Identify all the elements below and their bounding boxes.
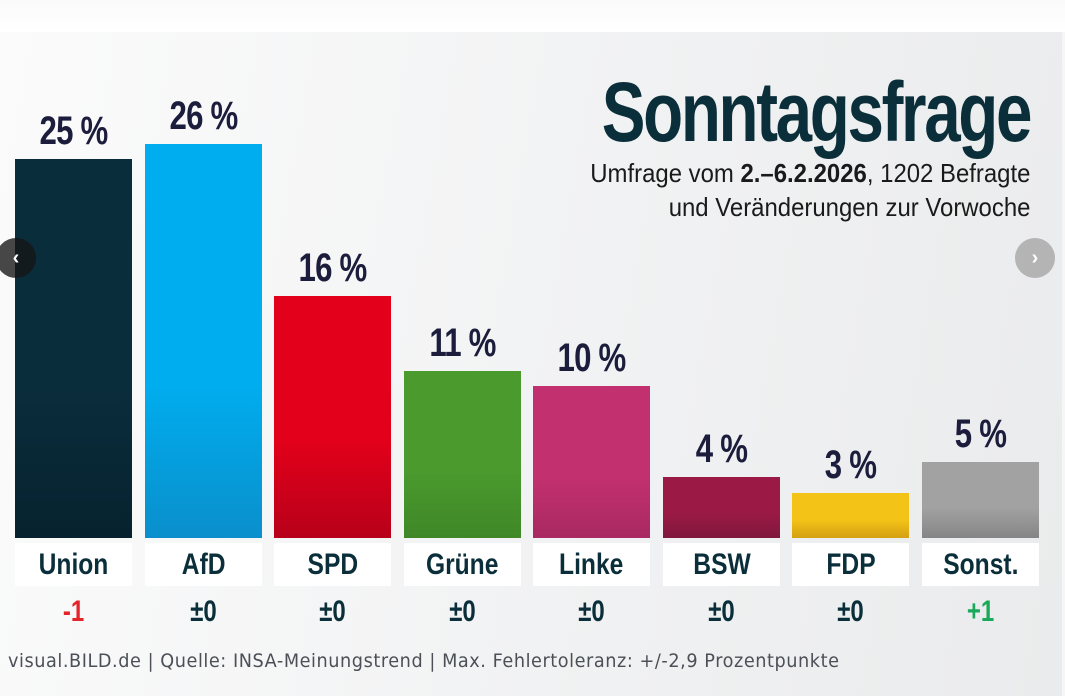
category-tick-label: Union [38,547,109,581]
value-label: 16 % [298,245,367,290]
bar-bsw [663,477,780,538]
change-label: ±0 [319,595,346,628]
subtitle-prefix: Umfrage vom [589,158,741,188]
bar-grüne [404,371,521,538]
chart-graphic: Sonntagsfrage Umfrage vom 2.–6.2.2026, 1… [0,32,1062,696]
category-label-box: SPD [274,543,391,586]
category-label-box: BSW [663,543,780,586]
source-footer: visual.BILD.de | Quelle: INSA-Meinungstr… [8,650,840,672]
category-tick-label: FDP [825,547,876,581]
change-label: ±0 [578,595,605,628]
bar-fdp [792,492,909,538]
change-label: +1 [966,595,995,628]
value-label: 25 % [39,109,108,154]
bar-spd [274,295,391,538]
bar-linke [533,386,650,538]
bars-layer: 25 % Union -1 26 % AfD ±0 16 % SPD ±0 11 % Grüne ±0… [0,32,1062,696]
previous-slide-button[interactable]: ‹ [0,238,36,278]
subtitle-suffix: , 1202 Befragte [866,158,1030,188]
category-label-box: Grüne [404,543,521,586]
bar-sonst [922,462,1039,538]
category-tick-label: SPD [307,547,358,581]
chevron-right-icon: › [1031,246,1039,269]
subtitle-line-2: und Veränderungen zur Vorwoche [668,192,1030,222]
change-label: ±0 [708,595,735,628]
chevron-left-icon: ‹ [12,246,20,269]
chart-title: Sonntagsfrage [601,65,1033,159]
category-tick-label: Grüne [426,547,499,581]
right-edge [1062,32,1065,696]
value-label: 3 % [824,442,877,487]
category-tick-label: Sonst. [942,547,1019,581]
change-label: ±0 [449,595,476,628]
top-strip [0,0,1065,32]
bar-afd [145,144,262,538]
subtitle-line-1: Umfrage vom 2.–6.2.2026, 1202 Befragte [590,156,1030,190]
category-tick-label: Linke [559,547,624,581]
category-label-box: AfD [145,543,262,586]
category-label-box: Union [15,543,132,586]
value-label: 26 % [169,94,238,138]
change-label: -1 [62,595,85,628]
change-label: ±0 [837,595,864,628]
chart-subtitle: Umfrage vom 2.–6.2.2026, 1202 Befragte u… [590,156,1030,224]
value-label: 11 % [429,321,496,366]
category-tick-label: AfD [181,547,226,581]
value-label: 5 % [954,412,1007,457]
category-label-box: Sonst. [922,543,1039,586]
next-slide-button[interactable]: › [1015,238,1055,278]
value-label: 4 % [695,427,748,472]
bar-union [15,159,132,538]
subtitle-date: 2.–6.2.2026 [740,158,867,188]
category-label-box: FDP [792,543,909,586]
value-label: 10 % [557,336,626,381]
category-tick-label: BSW [692,547,751,581]
change-label: ±0 [190,595,217,628]
category-label-box: Linke [533,543,650,586]
